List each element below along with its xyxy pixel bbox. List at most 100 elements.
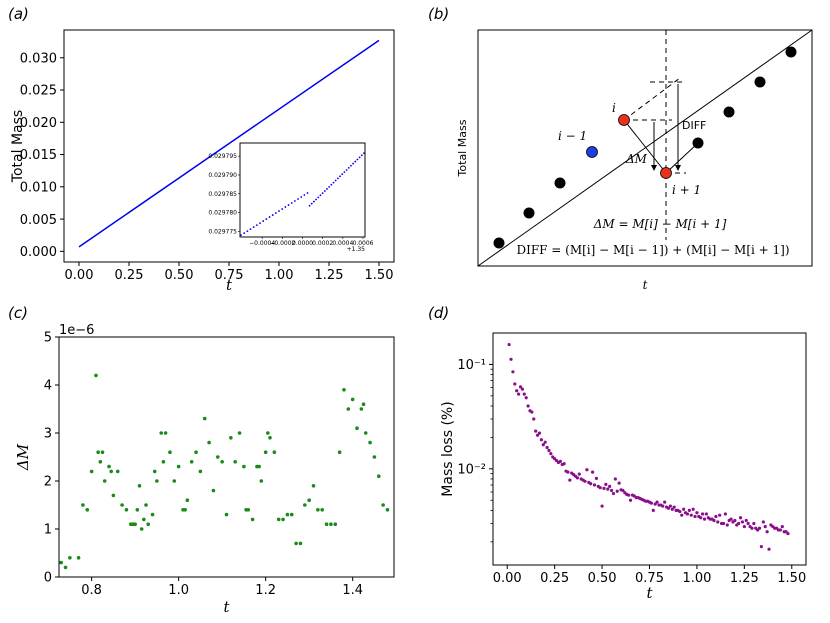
scatter-point-c: [324, 522, 329, 526]
x-tick-label-a: 1.50: [365, 268, 394, 283]
y-tick-label-a: 0.010: [20, 180, 57, 195]
x-tick-label-d: 0.00: [493, 571, 522, 586]
scatter-point-c: [246, 508, 251, 512]
drop-line: [623, 119, 667, 174]
scatter-point-d: [524, 396, 528, 400]
scatter-point-d: [761, 520, 765, 524]
scatter-point-c: [96, 450, 100, 455]
scatter-point-c: [242, 464, 246, 469]
inset-point: [323, 190, 326, 192]
inset-y-tick-label: 0.029795: [208, 153, 237, 160]
scatter-point-c: [372, 455, 377, 459]
scatter-point-d: [670, 507, 674, 511]
x-tick-label-a: 1.25: [315, 268, 344, 283]
scatter-point-c: [376, 474, 381, 479]
scatter-point-c: [155, 479, 159, 483]
inset-point: [354, 160, 357, 163]
inset-x-tick-label: 0.0002: [312, 240, 333, 247]
y-tick-label-a: 0.020: [20, 116, 57, 131]
y-tick-label-c: 4: [44, 379, 52, 394]
label-i: i: [612, 101, 616, 115]
scatter-point-d: [609, 488, 614, 493]
inset-point: [243, 232, 246, 235]
scatter-point-d: [628, 498, 633, 502]
inset-point: [249, 228, 252, 231]
scatter-point-d: [752, 521, 756, 526]
scatter-point-c: [207, 440, 211, 445]
scatter-point-c: [189, 460, 194, 464]
inset-point: [339, 175, 341, 178]
inset-point: [315, 198, 317, 201]
inset-point: [268, 216, 271, 218]
scatter-point-d: [693, 514, 697, 519]
scatter-point-d: [507, 342, 511, 347]
scatter-point-d: [577, 472, 581, 476]
scatter-point-d: [759, 545, 764, 549]
scatter-point-c: [85, 508, 90, 512]
inset-point: [328, 185, 331, 188]
scatter-point-d: [604, 482, 608, 486]
inset-point: [350, 164, 352, 167]
scatter-point-c: [224, 512, 229, 517]
scatter-point-d: [627, 493, 631, 497]
scatter-point-c: [355, 426, 359, 431]
scatter-point-c: [333, 522, 338, 526]
scatter-point-c: [298, 541, 303, 546]
scatter-point-c: [211, 488, 216, 493]
data-point: [723, 106, 735, 118]
chart-a-total-mass: 0.00 0.25 0.50 0.75 1.00 1.25 1.50 0.000 0.005 0.…: [10, 29, 395, 294]
inset-point: [259, 222, 261, 224]
scatter-point-d: [746, 521, 750, 526]
inset-point: [274, 212, 277, 214]
scatter-point-d: [763, 524, 767, 529]
scatter-point-d: [602, 486, 606, 490]
scatter-point-c: [111, 493, 116, 498]
scatter-point-c: [268, 436, 272, 440]
scatter-point-c: [176, 464, 181, 469]
panel-label-a: (a): [8, 5, 29, 23]
inset-point: [252, 226, 255, 228]
inset-point: [240, 234, 242, 237]
scatter-point-c: [102, 479, 107, 483]
x-tick-label-d: 0.75: [635, 571, 664, 586]
inset-y-tick-label: 0.029775: [208, 228, 237, 235]
scatter-point-d: [549, 451, 553, 456]
inset-point: [306, 192, 309, 194]
scatter-point-c: [120, 503, 124, 507]
scatter-point-d: [767, 547, 771, 551]
scatter-point-d: [699, 516, 703, 520]
scatter-point-d: [511, 370, 515, 374]
chart-d-mass-loss: 0.00 0.25 0.50 0.75 1.00 1.25 1.50 10⁻¹ 10⁻² t Mas…: [440, 332, 807, 602]
scatter-point-c: [346, 407, 351, 411]
scatter-point-c: [163, 431, 168, 435]
chart-c-delta-m: 0.8 1.0 1.2 1.4 0 1 2 3 4 5 1e−6 t ΔM: [14, 323, 395, 616]
inset-point: [345, 169, 348, 171]
y-tick-label-d: 10⁻¹: [457, 358, 486, 373]
scatter-point-c: [152, 469, 157, 474]
scatter-point-c: [185, 498, 190, 503]
scatter-point-d: [723, 512, 727, 516]
scatter-point-d: [539, 438, 543, 442]
scatter-point-d: [522, 392, 526, 396]
x-tick-label-c: 1.4: [342, 583, 363, 598]
scatter-point-d: [621, 488, 625, 493]
scatter-point-d: [689, 513, 693, 517]
scatter-point-d: [617, 481, 621, 485]
inset-background: [239, 142, 366, 238]
x-axis-label-d: t: [646, 584, 653, 602]
scatter-point-d: [661, 504, 665, 508]
scatter-point-d: [611, 491, 616, 496]
scatter-point-c: [159, 431, 164, 435]
scatter-point-d: [718, 513, 722, 517]
label-diff: DIFF: [682, 119, 706, 132]
inset-offset-label: +1.35: [347, 246, 366, 253]
inset-point: [290, 202, 293, 204]
x-tick-label-c: 1.2: [255, 583, 276, 598]
y-axis-label-b: Total Mass: [456, 119, 469, 177]
x-tick-label-c: 1.0: [168, 583, 189, 598]
scatter-point-d: [600, 504, 604, 508]
x-tick-label-a: 1.00: [265, 268, 294, 283]
scatter-point-d: [613, 477, 617, 481]
scatter-point-d: [733, 518, 737, 523]
